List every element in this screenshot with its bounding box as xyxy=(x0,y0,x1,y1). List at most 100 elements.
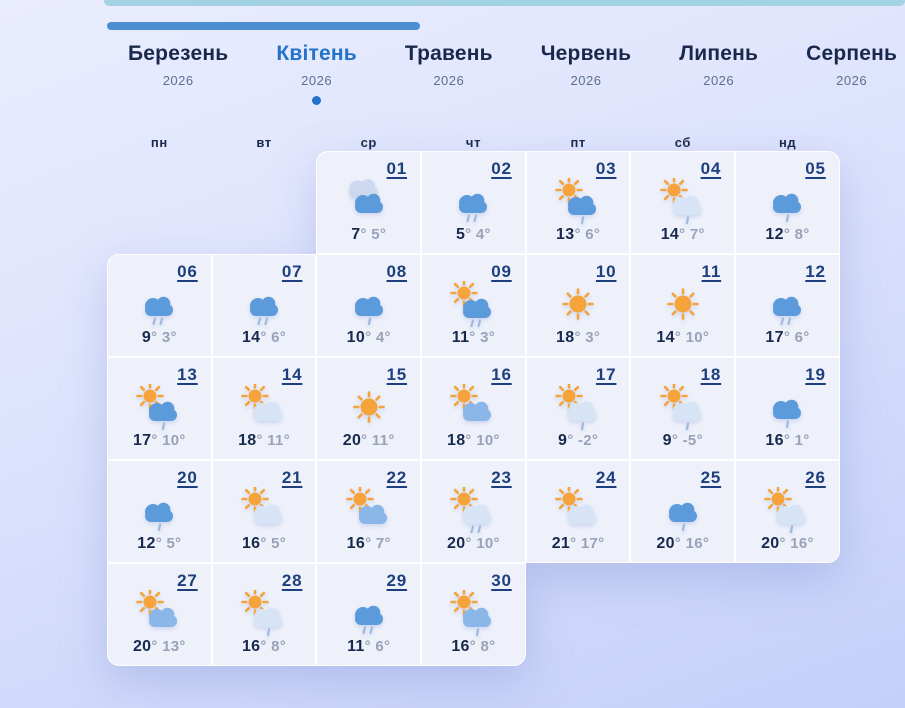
day-temperatures: 5° 4° xyxy=(455,226,491,243)
day-number-link[interactable]: 12 xyxy=(805,262,826,281)
sun-cloud-rain-icon xyxy=(108,384,211,432)
day-cell-29[interactable]: 29 11° 6° xyxy=(316,563,422,666)
month-tab-label: Червень xyxy=(540,42,632,65)
day-cell-28[interactable]: 28 16° 8° xyxy=(211,563,317,666)
day-cell-14[interactable]: 14 18° 11° xyxy=(211,357,317,460)
day-number-link[interactable]: 18 xyxy=(700,365,722,384)
sun-icon xyxy=(527,281,630,329)
day-cell-03[interactable]: 03 13° 6° xyxy=(525,151,631,254)
sun-icon xyxy=(317,384,420,432)
day-cell-04[interactable]: 04 14° 7° xyxy=(630,151,736,254)
day-cell-17[interactable]: 17 9° -2° xyxy=(525,357,631,460)
day-temperatures: 16° 5° xyxy=(241,535,287,552)
day-cell-06[interactable]: 06 9° 3° xyxy=(107,254,212,357)
day-cell-24[interactable]: 24 21° 17° xyxy=(525,460,631,563)
sun-cloud-icon xyxy=(108,590,211,638)
month-tab-serpen[interactable]: Серпень 2026 xyxy=(806,42,897,105)
month-tab-berezen[interactable]: Березень 2026 xyxy=(128,42,228,105)
day-number-link[interactable]: 07 xyxy=(281,262,303,281)
month-tab-kviten[interactable]: Квітень 2026 xyxy=(276,42,357,105)
day-number-link[interactable]: 22 xyxy=(386,468,408,487)
day-cell-08[interactable]: 08 10° 4° xyxy=(316,254,422,357)
day-number-link[interactable]: 16 xyxy=(491,365,512,384)
day-cell-15[interactable]: 15 20° 11° xyxy=(316,357,422,460)
day-number-link[interactable]: 14 xyxy=(281,365,303,384)
day-number-link[interactable]: 02 xyxy=(491,159,512,178)
day-cell-21[interactable]: 21 16° 5° xyxy=(211,460,317,563)
month-tab-label: Серпень xyxy=(806,42,898,65)
sun-cloud-icon xyxy=(422,384,525,432)
day-number-link[interactable]: 13 xyxy=(177,365,198,384)
day-temperatures: 14° 10° xyxy=(656,329,710,346)
day-cell-11[interactable]: 11 14° 10° xyxy=(630,254,736,357)
day-cell-30[interactable]: 30 16° 8° xyxy=(421,563,526,666)
day-number-link[interactable]: 11 xyxy=(701,262,722,281)
weekday-label: нд xyxy=(778,135,797,150)
month-tab-lypen[interactable]: Липень 2026 xyxy=(679,42,758,105)
day-cell-25[interactable]: 25 20° 16° xyxy=(630,460,736,563)
day-cell-18[interactable]: 18 9° -5° xyxy=(630,357,736,460)
day-temperatures: 11° 6° xyxy=(347,638,391,655)
month-tab-traven[interactable]: Травень 2026 xyxy=(405,42,493,105)
day-number-link[interactable]: 20 xyxy=(177,468,198,487)
day-number-link[interactable]: 03 xyxy=(595,159,617,178)
day-temperatures: 16° 8° xyxy=(241,638,287,655)
weekday-label: пт xyxy=(570,135,586,150)
cloud-rain-icon xyxy=(422,178,525,226)
day-temperatures: 18° 10° xyxy=(447,432,500,449)
day-cell-01[interactable]: 01 7° 5° xyxy=(316,151,422,254)
active-tab-indicator-dot xyxy=(312,96,322,105)
day-number-link[interactable]: 15 xyxy=(386,365,408,384)
day-number-link[interactable]: 04 xyxy=(700,159,722,178)
day-cell-20[interactable]: 20 12° 5° xyxy=(107,460,212,563)
weekday-label: вт xyxy=(256,135,272,150)
month-tab-label: Травень xyxy=(404,42,493,65)
sun-cloud-rain-icon xyxy=(527,384,630,432)
day-cell-10[interactable]: 10 18° 3° xyxy=(525,254,631,357)
day-number-link[interactable]: 01 xyxy=(386,159,408,178)
cloud-rain-icon xyxy=(736,281,839,329)
day-cell-27[interactable]: 27 20° 13° xyxy=(107,563,212,666)
day-number-link[interactable]: 27 xyxy=(177,571,198,590)
month-tab-year: 2026 xyxy=(301,73,333,88)
sun-cloud-rain-icon xyxy=(213,590,316,638)
day-cell-22[interactable]: 22 16° 7° xyxy=(316,460,422,563)
day-cell-26[interactable]: 26 20° 16° xyxy=(735,460,840,563)
day-number-link[interactable]: 29 xyxy=(386,571,408,590)
day-number-link[interactable]: 06 xyxy=(177,262,198,281)
day-cell-05[interactable]: 05 12° 8° xyxy=(735,151,840,254)
day-cell-12[interactable]: 12 17° 6° xyxy=(735,254,840,357)
day-number-link[interactable]: 10 xyxy=(595,262,617,281)
tabs-scrollbar-thumb[interactable] xyxy=(107,22,420,30)
day-number-link[interactable]: 30 xyxy=(491,571,512,590)
day-cell-07[interactable]: 07 14° 6° xyxy=(211,254,317,357)
day-temperatures: 16° 7° xyxy=(346,535,391,552)
day-cell-23[interactable]: 23 20° 10° xyxy=(421,460,526,563)
month-tab-year: 2026 xyxy=(433,73,465,88)
month-tab-label: Квітень xyxy=(276,42,357,65)
day-cell-19[interactable]: 19 16° 1° xyxy=(735,357,840,460)
day-number-link[interactable]: 25 xyxy=(700,468,722,487)
day-number-link[interactable]: 26 xyxy=(805,468,826,487)
weekday-label: чт xyxy=(465,135,482,150)
month-tab-cherven[interactable]: Червень 2026 xyxy=(541,42,632,105)
cloud-rain-icon xyxy=(736,178,839,226)
day-number-link[interactable]: 23 xyxy=(491,468,512,487)
day-temperatures: 7° 5° xyxy=(351,226,387,243)
day-cell-09[interactable]: 09 11° 3° xyxy=(421,254,526,357)
day-cell-16[interactable]: 16 18° 10° xyxy=(421,357,526,460)
day-number-link[interactable]: 21 xyxy=(281,468,303,487)
day-cell-13[interactable]: 13 17° 10° xyxy=(107,357,212,460)
sun-cloud-rain-icon xyxy=(631,178,734,226)
day-number-link[interactable]: 24 xyxy=(595,468,617,487)
weekday-label: ср xyxy=(360,135,377,150)
day-number-link[interactable]: 09 xyxy=(491,262,512,281)
day-number-link[interactable]: 19 xyxy=(805,365,826,384)
day-number-link[interactable]: 17 xyxy=(595,365,617,384)
day-temperatures: 17° 6° xyxy=(765,329,810,346)
day-cell-02[interactable]: 02 5° 4° xyxy=(421,151,526,254)
day-temperatures: 9° -5° xyxy=(662,432,703,449)
day-number-link[interactable]: 08 xyxy=(386,262,408,281)
day-number-link[interactable]: 28 xyxy=(281,571,303,590)
day-number-link[interactable]: 05 xyxy=(805,159,826,178)
